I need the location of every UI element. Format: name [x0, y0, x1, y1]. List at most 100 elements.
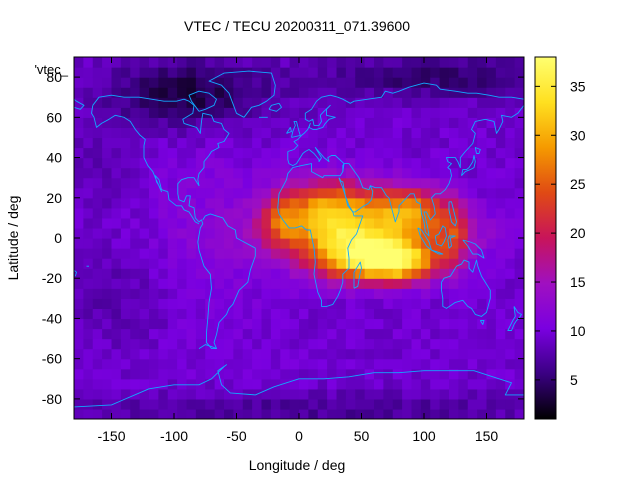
- heatmap-cell: [289, 97, 300, 108]
- heatmap-cell: [392, 227, 403, 239]
- heatmap-cell: [139, 238, 150, 249]
- heatmap-cell: [102, 328, 113, 340]
- heatmap-cell: [411, 368, 422, 380]
- heatmap-cell: [233, 378, 244, 390]
- heatmap-cell: [299, 238, 309, 249]
- heatmap-cell: [111, 127, 122, 139]
- heatmap-cell: [477, 197, 488, 209]
- heatmap-cell: [317, 388, 328, 400]
- heatmap-cell: [270, 308, 281, 320]
- heatmap-cell: [242, 348, 253, 360]
- heatmap-cell: [102, 137, 113, 149]
- heatmap-cell: [355, 378, 366, 390]
- heatmap-cell: [486, 197, 497, 209]
- heatmap-cell: [327, 238, 338, 249]
- heatmap-cell: [317, 378, 328, 390]
- heatmap-cell: [92, 328, 103, 340]
- heatmap-cell: [467, 388, 478, 400]
- coastline: [474, 147, 481, 154]
- heatmap-cell: [74, 348, 84, 360]
- heatmap-cell: [74, 248, 84, 259]
- heatmap-cell: [505, 348, 516, 360]
- x-tick-label: 100: [412, 428, 436, 444]
- heatmap-cell: [430, 348, 441, 360]
- heatmap-cell: [186, 328, 197, 340]
- heatmap-cell: [383, 348, 394, 360]
- heatmap-cell: [252, 238, 263, 249]
- heatmap-cell: [486, 298, 497, 309]
- heatmap-cell: [261, 348, 272, 360]
- heatmap-cell: [299, 137, 309, 149]
- heatmap-cell: [308, 187, 319, 199]
- heatmap-cell: [308, 107, 319, 118]
- heatmap-cell: [505, 398, 516, 410]
- heatmap-cell: [317, 147, 328, 159]
- heatmap-cell: [420, 238, 431, 249]
- heatmap-cell: [430, 177, 441, 189]
- heatmap-cell: [392, 217, 403, 229]
- heatmap-cell: [364, 117, 375, 128]
- heatmap-cell: [280, 77, 291, 88]
- heatmap-cell: [336, 227, 347, 239]
- heatmap-cell: [383, 268, 394, 279]
- heatmap-cell: [514, 227, 524, 239]
- heatmap-cell: [242, 368, 253, 380]
- heatmap-cell: [92, 127, 103, 139]
- heatmap-cell: [383, 238, 394, 249]
- heatmap-cell: [449, 217, 459, 229]
- heatmap-cell: [158, 328, 169, 340]
- heatmap-cell: [167, 288, 178, 299]
- heatmap-cell: [130, 187, 141, 199]
- heatmap-cell: [186, 238, 197, 249]
- heatmap-cell: [374, 248, 384, 259]
- heatmap-cell: [233, 338, 244, 350]
- heatmap-cell: [74, 378, 84, 390]
- heatmap-cell: [186, 207, 197, 219]
- heatmap-cell: [111, 157, 122, 169]
- heatmap-cell: [458, 318, 469, 330]
- heatmap-cell: [420, 408, 431, 419]
- heatmap-cell: [420, 338, 431, 350]
- heatmap-cell: [167, 328, 178, 340]
- heatmap-cell: [411, 268, 422, 279]
- heatmap-cell: [130, 298, 141, 309]
- heatmap-cell: [355, 348, 366, 360]
- heatmap-cell: [383, 338, 394, 350]
- heatmap-cell: [74, 368, 84, 380]
- x-axis-ticks: -150 -100 -50 0 50 100 150: [97, 57, 498, 444]
- heatmap-cell: [139, 338, 150, 350]
- heatmap-cell: [374, 217, 384, 229]
- heatmap-cell: [355, 248, 366, 259]
- heatmap-cell: [149, 207, 159, 219]
- heatmap-cell: [514, 398, 524, 410]
- heatmap-cell: [83, 248, 94, 259]
- heatmap-cell: [430, 238, 441, 249]
- heatmap-cell: [214, 348, 225, 360]
- heatmap-cell: [439, 77, 450, 88]
- heatmap-cell: [317, 77, 328, 88]
- heatmap-cell: [83, 127, 94, 139]
- heatmap-cell: [345, 77, 356, 88]
- heatmap-cell: [233, 217, 244, 229]
- heatmap-cell: [477, 278, 488, 289]
- heatmap-cell: [280, 398, 291, 410]
- heatmap-cell: [467, 127, 478, 139]
- heatmap-cell: [252, 227, 263, 239]
- heatmap-cell: [270, 167, 281, 179]
- heatmap-cell: [430, 368, 441, 380]
- heatmap-cell: [477, 348, 488, 360]
- heatmap-cell: [486, 408, 497, 419]
- heatmap-cell: [102, 107, 113, 118]
- heatmap-cell: [355, 358, 366, 370]
- heatmap-cell: [374, 408, 384, 419]
- heatmap-cell: [233, 107, 244, 118]
- heatmap-cell: [149, 308, 159, 320]
- heatmap-cell: [355, 298, 366, 309]
- heatmap-cell: [139, 187, 150, 199]
- heatmap-cell: [92, 318, 103, 330]
- heatmap-cell: [327, 388, 338, 400]
- heatmap-cell: [505, 368, 516, 380]
- heatmap-cell: [299, 358, 309, 370]
- heatmap-cell: [214, 318, 225, 330]
- heatmap-cell: [139, 87, 150, 98]
